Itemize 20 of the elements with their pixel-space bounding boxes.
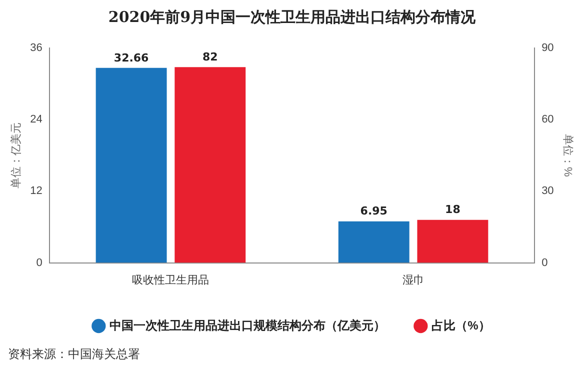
y-tick-label: 36	[30, 42, 42, 54]
data-label: 6.95	[360, 204, 388, 218]
data-label: 32.66	[114, 51, 150, 64]
x-tick-label: 湿巾	[402, 273, 424, 286]
y-tick-label: 24	[30, 114, 42, 126]
y2-tick-label: 0	[542, 256, 548, 269]
y2-tick-label: 90	[542, 42, 554, 54]
y2-tick-label: 30	[542, 185, 554, 198]
chart-title: 2020年前9月中国一次性卫生用品进出口结构分布情况	[107, 8, 477, 28]
text: 资料来源：中国海关总署	[8, 346, 140, 363]
y-tick-label: 12	[30, 185, 42, 198]
legend-label: 中国一次性卫生用品进出口规模结构分布（亿美元）	[110, 318, 386, 332]
data-label: 82	[202, 50, 218, 64]
x-tick-label: 吸收性卫生用品	[132, 273, 210, 286]
data-label: 18	[445, 203, 460, 216]
y-axis-title: 单位：亿美元	[10, 122, 23, 188]
y-tick-label: 0	[36, 256, 42, 269]
legend-label: 占比（%）	[432, 318, 490, 332]
y2-tick-label: 60	[542, 114, 554, 126]
y2-axis-title: 单位：%	[561, 134, 574, 178]
